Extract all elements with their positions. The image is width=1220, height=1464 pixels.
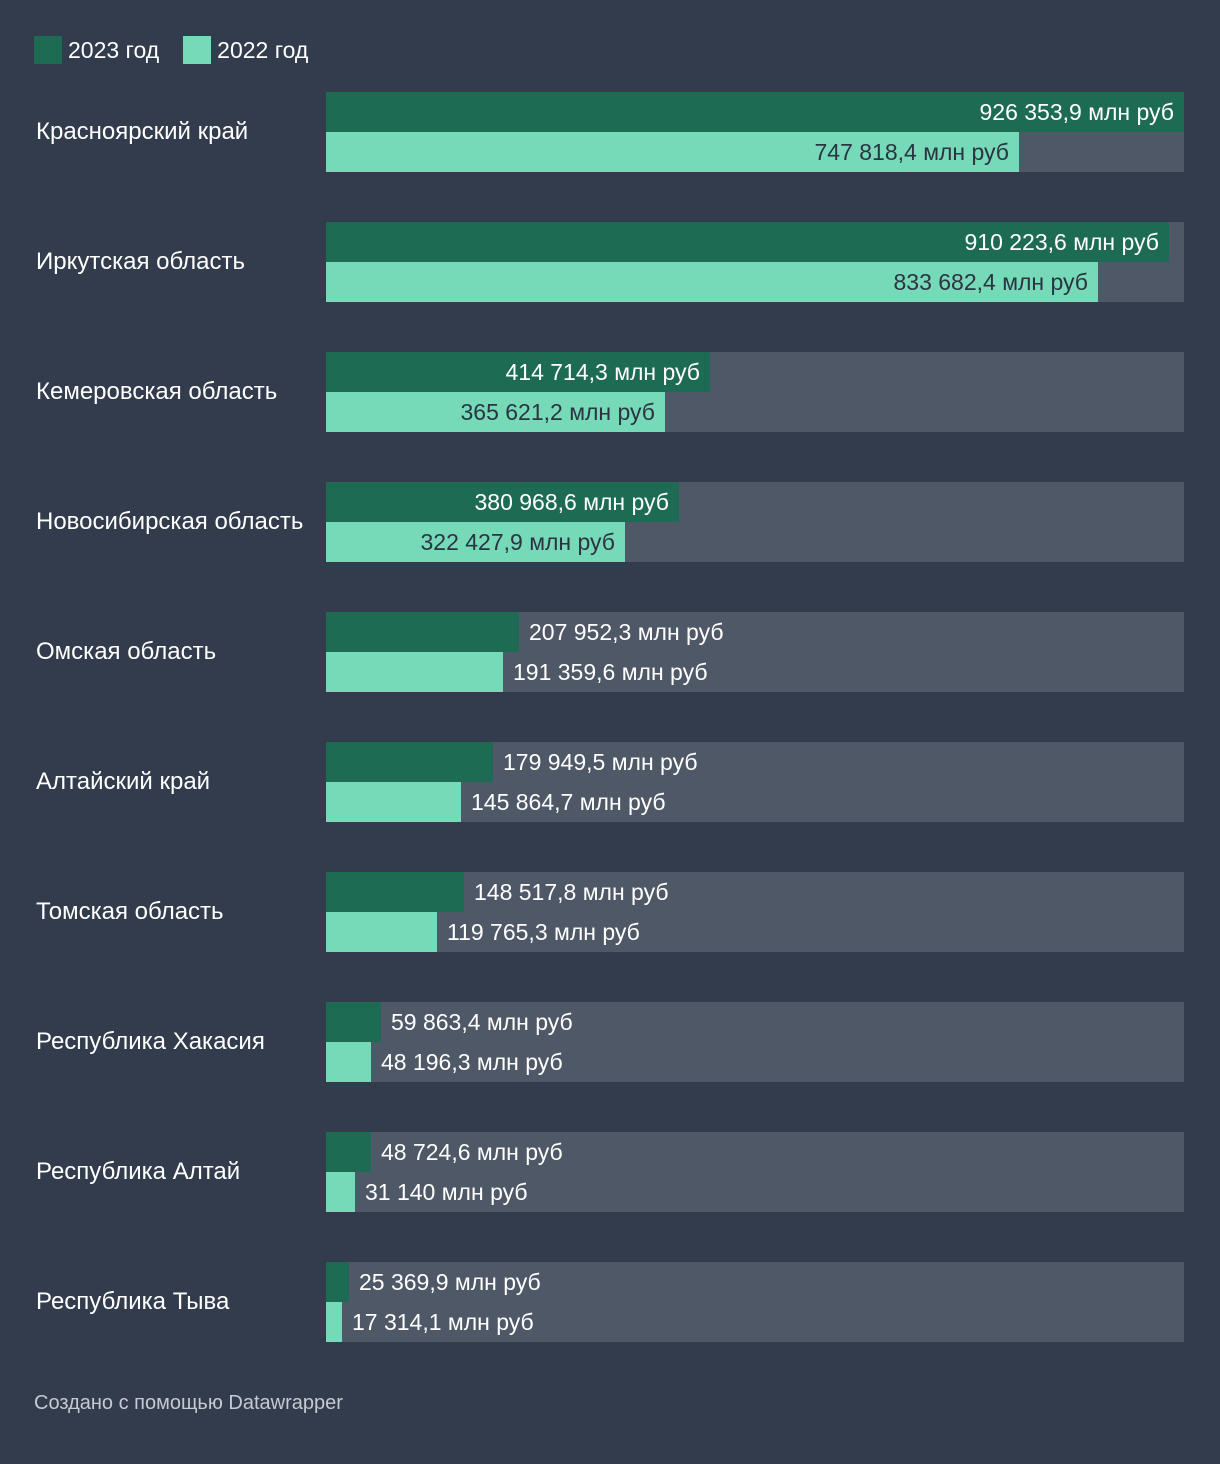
value-label-2023: 148 517,8 млн руб [474, 879, 669, 905]
bar-2022 [326, 522, 625, 562]
bar-chart: Красноярский край 926 353,9 млн руб 747 81… [0, 92, 1220, 1342]
bar-track: 48 724,6 млн руб 31 140 млн руб [326, 1132, 1184, 1212]
bar-2022 [326, 912, 437, 952]
bar-track: 207 952,3 млн руб 191 359,6 млн руб [326, 612, 1184, 692]
bar-2022 [326, 1042, 371, 1082]
bar-track: 910 223,6 млн руб 833 682,4 млн руб [326, 222, 1184, 302]
bar-2022 [326, 652, 503, 692]
value-label-2022: 17 314,1 млн руб [352, 1309, 534, 1335]
bar-2023 [326, 872, 464, 912]
value-label-2022: 48 196,3 млн руб [381, 1049, 563, 1075]
category-label: Республика Тыва [36, 1288, 230, 1315]
value-label-2023: 207 952,3 млн руб [529, 619, 724, 645]
bar-2023 [326, 482, 679, 522]
value-label-2022: 747 818,4 млн руб [814, 139, 1009, 165]
value-label-2022: 191 359,6 млн руб [513, 659, 708, 685]
category-label: Омская область [36, 638, 217, 665]
bar-2023 [326, 612, 519, 652]
category-label: Красноярский край [36, 118, 249, 145]
bar-2022 [326, 782, 461, 822]
chart-legend: 2023 год 2022 год [34, 36, 332, 64]
bar-track: 926 353,9 млн руб 747 818,4 млн руб [326, 92, 1184, 172]
category-label: Томская область [36, 898, 224, 925]
bar-2022 [326, 392, 665, 432]
value-label-2023: 910 223,6 млн руб [964, 229, 1159, 255]
chart-row: Алтайский край 179 949,5 млн руб 145 864,7… [0, 742, 1220, 822]
bar-2023 [326, 352, 710, 392]
bar-track: 380 968,6 млн руб 322 427,9 млн руб [326, 482, 1184, 562]
value-label-2023: 59 863,4 млн руб [391, 1009, 573, 1035]
bar-2023 [326, 1002, 381, 1042]
value-label-2023: 179 949,5 млн руб [503, 749, 698, 775]
value-label-2022: 833 682,4 млн руб [893, 269, 1088, 295]
category-label: Алтайский край [36, 768, 211, 795]
bar-2022 [326, 1172, 355, 1212]
legend-label-2022: 2022 год [217, 36, 309, 63]
chart-row: Кемеровская область 414 714,3 млн руб 365 … [0, 352, 1220, 432]
bar-2023 [326, 742, 493, 782]
chart-row: Республика Хакасия 59 863,4 млн руб 48 196… [0, 1002, 1220, 1082]
category-label: Республика Хакасия [36, 1028, 265, 1055]
legend-item-2022: 2022 год [183, 36, 308, 64]
bar-track: 179 949,5 млн руб 145 864,7 млн руб [326, 742, 1184, 822]
bar-2023 [326, 222, 1169, 262]
category-label: Иркутская область [36, 248, 245, 275]
chart-row: Республика Тыва 25 369,9 млн руб 17 314,1 … [0, 1262, 1220, 1342]
legend-label-2023: 2023 год [68, 36, 160, 63]
bar-track: 414 714,3 млн руб 365 621,2 млн руб [326, 352, 1184, 432]
value-label-2022: 322 427,9 млн руб [420, 529, 615, 555]
value-label-2022: 145 864,7 млн руб [471, 789, 666, 815]
bar-2023 [326, 1262, 349, 1302]
bar-2023 [326, 92, 1184, 132]
legend-item-2023: 2023 год [34, 36, 159, 64]
chart-row: Иркутская область 910 223,6 млн руб 833 68… [0, 222, 1220, 302]
chart-row: Томская область 148 517,8 млн руб 119 765,… [0, 872, 1220, 952]
legend-swatch-2022 [183, 36, 212, 64]
bar-2022 [326, 262, 1098, 302]
legend-swatch-2023 [34, 36, 62, 64]
chart-row: Новосибирская область 380 968,6 млн руб 32… [0, 482, 1220, 562]
bar-track: 148 517,8 млн руб 119 765,3 млн руб [326, 872, 1184, 952]
value-label-2022: 365 621,2 млн руб [460, 399, 655, 425]
value-label-2023: 414 714,3 млн руб [505, 359, 700, 385]
bar-track: 59 863,4 млн руб 48 196,3 млн руб [326, 1002, 1184, 1082]
chart-row: Красноярский край 926 353,9 млн руб 747 81… [0, 92, 1220, 172]
bar-track: 25 369,9 млн руб 17 314,1 млн руб [326, 1262, 1184, 1342]
category-label: Кемеровская область [36, 378, 278, 405]
value-label-2023: 25 369,9 млн руб [359, 1269, 541, 1295]
category-label: Новосибирская область [36, 508, 304, 535]
category-label: Республика Алтай [36, 1158, 241, 1185]
footer-credit: Создано с помощью Datawrapper [34, 1392, 343, 1414]
chart-row: Омская область 207 952,3 млн руб 191 359,6… [0, 612, 1220, 692]
bar-2022 [326, 132, 1019, 172]
value-label-2022: 31 140 млн руб [365, 1179, 528, 1205]
value-label-2022: 119 765,3 млн руб [447, 919, 640, 945]
bar-2022 [326, 1302, 342, 1342]
bar-2023 [326, 1132, 371, 1172]
chart-row: Республика Алтай 48 724,6 млн руб 31 140 м… [0, 1132, 1220, 1212]
value-label-2023: 48 724,6 млн руб [381, 1139, 563, 1165]
value-label-2023: 926 353,9 млн руб [979, 99, 1174, 125]
value-label-2023: 380 968,6 млн руб [474, 489, 669, 515]
